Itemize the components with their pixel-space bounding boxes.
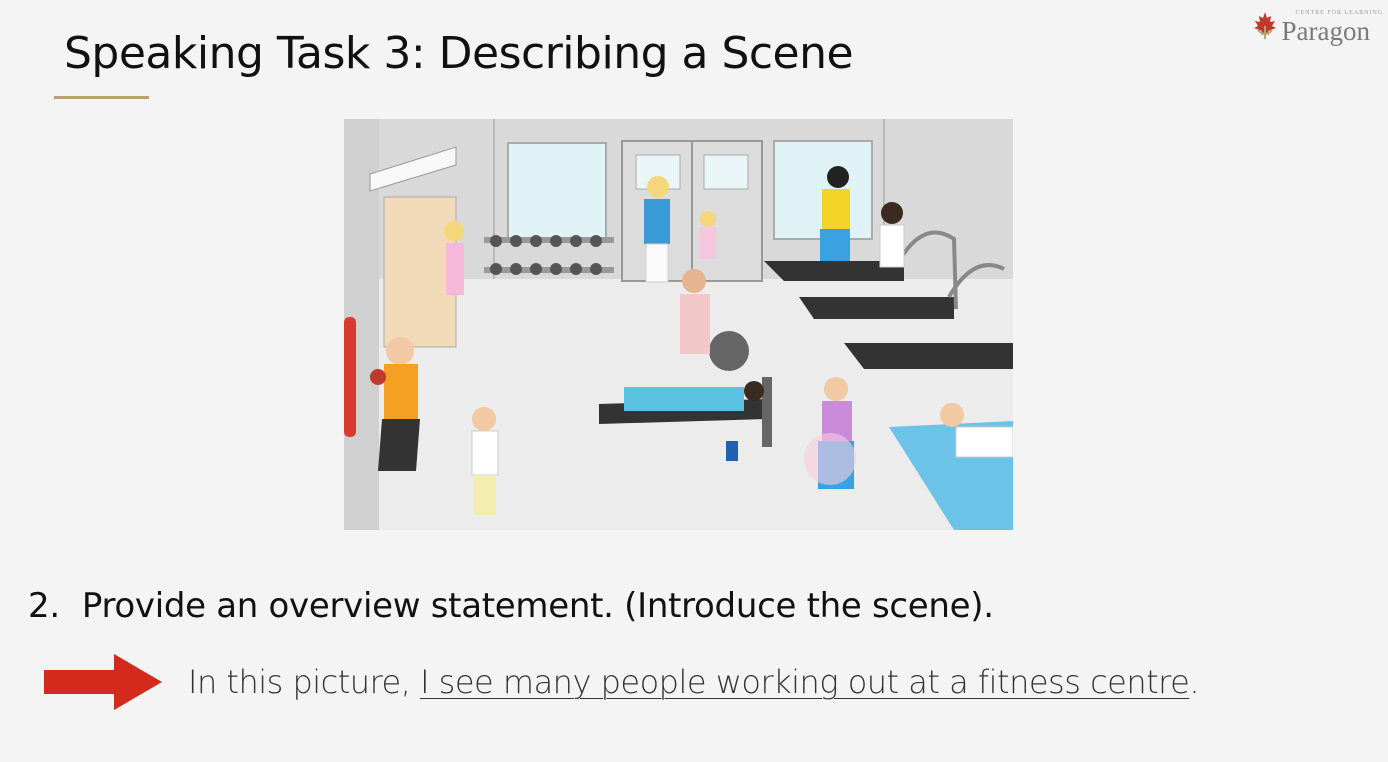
answer-text: In this picture, I see many people worki… (188, 663, 1199, 701)
point-text: Provide an overview statement. (Introduc… (81, 586, 994, 626)
maple-leaf-icon (1253, 12, 1276, 39)
answer-suffix: . (1189, 663, 1199, 701)
right-arrow-icon (44, 654, 162, 710)
slide-title: Speaking Task 3: Describing a Scene (64, 28, 854, 79)
answer-prefix: In this picture, (188, 663, 421, 701)
answer-underlined: I see many people working out at a fitne… (420, 663, 1190, 701)
paragon-logo: CENTRE FOR LEARNING Paragon (1252, 8, 1382, 47)
logo-brand: Paragon (1281, 16, 1370, 46)
point-number: 2. (28, 586, 60, 626)
overview-prompt: 2. Provide an overview statement. (Introd… (28, 586, 994, 626)
gym-scene-illustration (344, 119, 1013, 530)
logo-tagline: CENTRE FOR LEARNING (1295, 10, 1384, 16)
answer-line: In this picture, I see many people worki… (44, 652, 1199, 712)
title-underline (54, 96, 149, 99)
